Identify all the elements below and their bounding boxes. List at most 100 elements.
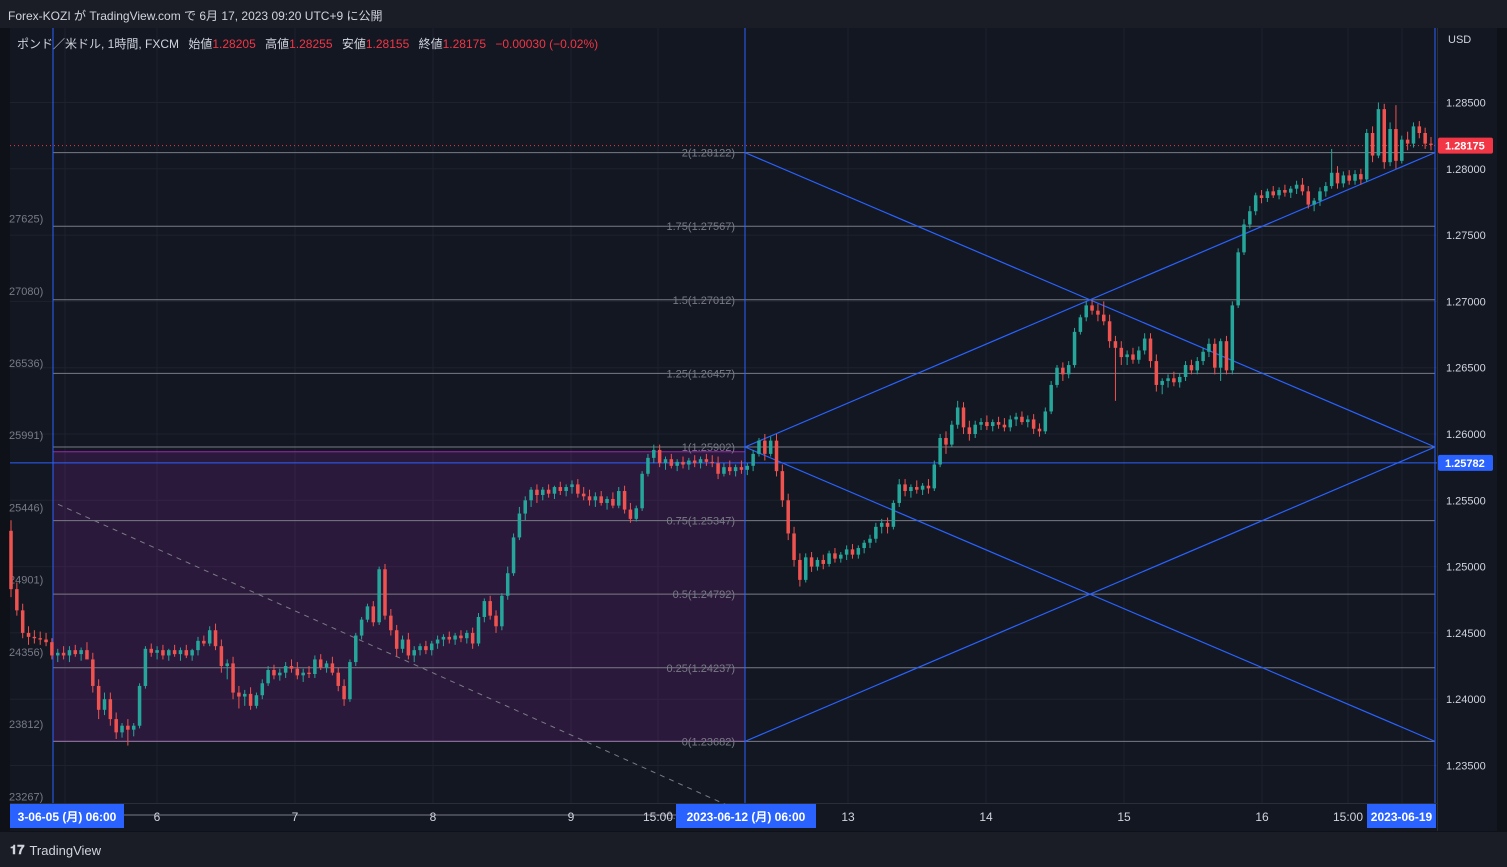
- candle-body: [318, 659, 323, 668]
- candle-body: [926, 485, 931, 489]
- candle-body: [979, 422, 983, 425]
- fib-level-label: 1.25(1.26457): [667, 368, 736, 380]
- candle-body: [482, 601, 487, 617]
- candle-body: [260, 683, 265, 696]
- published-text: Forex-KOZI が TradingView.com で 6月 17, 20…: [8, 9, 383, 23]
- legend-close-value: 1.28175: [442, 37, 487, 51]
- candle-body: [161, 650, 165, 656]
- legend-close-label: 終値: [418, 37, 443, 51]
- candle-body: [371, 606, 376, 623]
- candle-body: [652, 449, 656, 458]
- candle-body: [728, 467, 732, 472]
- candle-body: [616, 491, 621, 506]
- candle-body: [1148, 338, 1153, 362]
- candle-body: [377, 569, 381, 623]
- candle-body: [79, 650, 83, 655]
- candle-body: [1405, 139, 1410, 144]
- candle-body: [745, 465, 750, 470]
- candle-body: [546, 489, 551, 494]
- candle-body: [1072, 331, 1077, 366]
- brand[interactable]: 𝟏𝟕 TradingView: [10, 842, 101, 858]
- candle-body: [803, 557, 808, 580]
- candle-body: [225, 663, 229, 667]
- time-tick-label: 8: [430, 810, 437, 824]
- candle-body: [1388, 129, 1392, 163]
- time-tick-label: 15:00: [1333, 810, 1363, 824]
- candle-body: [505, 573, 510, 596]
- candle-body: [605, 498, 609, 503]
- candle-body: [961, 407, 966, 428]
- candle-body: [359, 619, 364, 636]
- candle-body: [465, 632, 469, 639]
- candle-body: [441, 636, 446, 640]
- candle-body: [868, 538, 872, 543]
- candle-body: [453, 635, 457, 640]
- candle-body: [990, 422, 995, 427]
- candle-body: [523, 500, 527, 514]
- candle-body: [1400, 139, 1404, 161]
- candle-body: [815, 559, 820, 567]
- candle-body: [1271, 191, 1275, 196]
- candle-body: [178, 650, 183, 655]
- candle-body: [266, 670, 270, 684]
- candle-body: [167, 650, 171, 656]
- candle-body: [1312, 200, 1316, 205]
- candle-body: [657, 449, 662, 464]
- candle-body: [687, 460, 691, 465]
- time-tick-label: 14: [979, 810, 993, 824]
- candle-body: [739, 467, 744, 470]
- candle-body: [1329, 172, 1334, 187]
- candle-body: [581, 493, 586, 497]
- candle-body: [1394, 129, 1398, 161]
- candle-body: [108, 699, 113, 720]
- last-price-badge-text: 1.28175: [1445, 141, 1485, 153]
- candle-body: [587, 496, 592, 501]
- candle-body: [114, 719, 118, 733]
- candle-body: [1061, 367, 1065, 375]
- candle-body: [1002, 424, 1007, 428]
- candle-body: [576, 484, 580, 494]
- candle-body: [839, 554, 843, 559]
- candle-body: [599, 496, 603, 503]
- published-header: Forex-KOZI が TradingView.com で 6月 17, 20…: [0, 0, 1507, 28]
- time-tick-label: 9: [568, 810, 575, 824]
- candle-body: [1300, 184, 1305, 192]
- candle-body: [137, 685, 142, 726]
- candle-body: [722, 467, 726, 474]
- candle-body: [143, 648, 148, 686]
- candle-body: [1166, 378, 1170, 381]
- candle-body: [1277, 190, 1281, 196]
- candle-body: [915, 487, 919, 490]
- price-tick-label: 1.24500: [1446, 628, 1486, 640]
- candle-body: [891, 502, 896, 527]
- candle-body: [435, 639, 440, 644]
- candle-body: [558, 487, 563, 492]
- candle-body: [429, 643, 434, 651]
- price-tick-label: 1.25000: [1446, 562, 1486, 574]
- last-price-badge: [1438, 137, 1493, 154]
- candle-body: [1283, 190, 1287, 193]
- candle-body: [1318, 191, 1322, 201]
- candle-body: [903, 484, 907, 492]
- time-tick-label: 15: [1117, 810, 1131, 824]
- candle-body: [126, 725, 130, 730]
- footer-bar: 𝟏𝟕 TradingView: [0, 832, 1507, 867]
- candle-body: [336, 672, 340, 686]
- candle-body: [1160, 380, 1164, 385]
- candle-body: [862, 542, 866, 549]
- candle-body: [1177, 376, 1182, 383]
- candle-body: [1102, 314, 1106, 322]
- fib-level-label: 0(1.23682): [682, 736, 735, 748]
- candle-body: [1353, 174, 1357, 181]
- candle-body: [1113, 341, 1118, 348]
- candle-body: [1142, 338, 1147, 351]
- cutoff-fib-label: 24356): [9, 647, 43, 659]
- candle-body: [885, 522, 890, 527]
- candle-body: [1078, 317, 1083, 332]
- fib-level-label: 0.25(1.24237): [667, 663, 736, 675]
- candle-body: [1020, 416, 1024, 423]
- candle-body: [1131, 354, 1135, 360]
- candle-body: [704, 459, 709, 462]
- candle-body: [827, 553, 831, 564]
